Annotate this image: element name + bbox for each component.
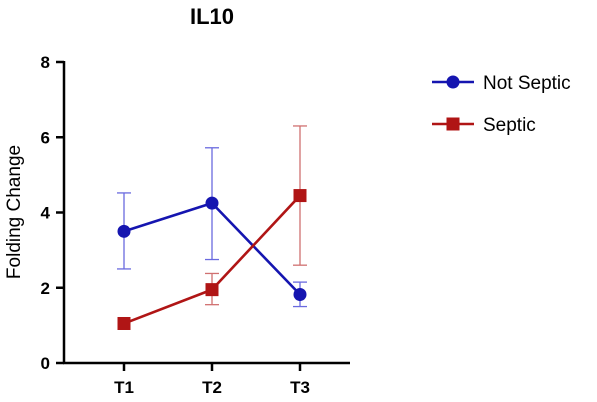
- x-tick-label: T1: [114, 378, 134, 397]
- x-tick-label: T2: [202, 378, 222, 397]
- y-tick-label: 2: [41, 279, 50, 298]
- data-points-layer: [117, 189, 307, 330]
- chart-title: IL10: [190, 4, 234, 29]
- y-tick-label: 8: [41, 53, 50, 72]
- y-tick-label: 6: [41, 128, 50, 147]
- y-tick-label: 0: [41, 354, 50, 373]
- legend-item-septic: Septic: [432, 115, 536, 136]
- septic-point: [205, 283, 219, 297]
- not-septic-point: [205, 196, 219, 210]
- text-layer: IL10 Folding Change: [4, 4, 234, 279]
- axes-layer: 0 2 4 6 8 T1 T2 T3: [41, 53, 350, 397]
- y-axis-label: Folding Change: [4, 145, 25, 279]
- legend-label: Septic: [483, 115, 536, 136]
- not-septic-point: [117, 224, 131, 238]
- y-tick-label: 4: [41, 204, 51, 223]
- septic-point: [293, 189, 307, 203]
- not-septic-point: [293, 288, 307, 302]
- legend-marker: [446, 117, 460, 131]
- legend-label: Not Septic: [483, 73, 571, 94]
- errorbars-layer: [117, 125, 307, 308]
- x-tick-label: T3: [290, 378, 310, 397]
- septic-point: [117, 316, 131, 330]
- legend: Not Septic Septic: [432, 73, 571, 136]
- legend-item-not-septic: Not Septic: [432, 73, 571, 94]
- legend-marker: [446, 75, 460, 89]
